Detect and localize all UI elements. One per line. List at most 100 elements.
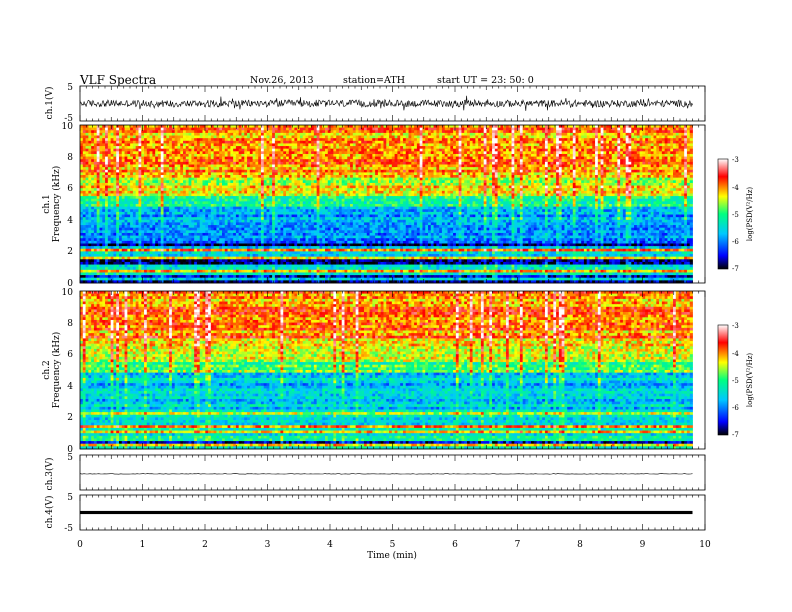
spectrogram-cell [302, 143, 306, 147]
spectrogram-cell [428, 132, 432, 136]
spectrogram-cell [166, 175, 170, 179]
spectrogram-cell [244, 180, 248, 184]
spectrogram-cell [514, 125, 518, 129]
spectrogram-cell [480, 138, 485, 142]
spectrogram-cell [661, 169, 666, 173]
spectrogram-cell [199, 135, 203, 139]
spectrogram-cell [586, 125, 590, 129]
spectrogram-cell [196, 156, 201, 160]
spectrogram-cell [302, 159, 306, 163]
spectrogram-cell [561, 164, 565, 168]
spectrogram-cell [107, 169, 112, 173]
spectrogram-cell [634, 164, 638, 168]
spectrogram-cell [444, 175, 448, 179]
spectrogram-cell [327, 167, 331, 171]
spectrogram-cell [149, 135, 153, 139]
spectrogram-cell [684, 156, 688, 160]
spectrogram-cell [686, 130, 691, 134]
spectrogram-cell [478, 159, 482, 163]
spectrogram-cell [358, 164, 362, 168]
spectrogram-cell [196, 172, 201, 176]
spectrogram-cell [327, 161, 331, 165]
spectrogram-cell [622, 167, 627, 171]
spectrogram-cell [436, 125, 440, 129]
spectrogram-cell [216, 130, 220, 134]
spectrogram-cell [238, 140, 242, 144]
spectrogram-cell [124, 169, 128, 173]
spectrogram-cell [124, 143, 128, 147]
spectrogram-cell [202, 161, 206, 165]
spectrogram-cell [247, 172, 251, 176]
spectrogram-cell [350, 177, 354, 181]
spectrogram-cell [608, 172, 613, 176]
spectrogram-cell [224, 156, 228, 160]
spectrogram-cell [361, 138, 365, 142]
spectrogram-cell [659, 148, 663, 152]
spectrogram-cell [252, 151, 256, 155]
spectrogram-cell [313, 159, 318, 163]
spectrogram-cell [127, 140, 131, 144]
spectrogram-cell [634, 146, 638, 150]
spectrogram-cell [238, 177, 242, 181]
spectrogram-cell [656, 138, 660, 142]
spectrogram-cell [675, 127, 679, 131]
spectrogram-cell [564, 167, 568, 171]
spectrogram-cell [210, 138, 215, 142]
spectrogram-cell [144, 138, 148, 142]
spectrogram-cell [411, 175, 415, 179]
spectrogram-cell [185, 177, 189, 181]
spectrogram-cell [235, 127, 240, 131]
spectrogram-cell [183, 135, 187, 139]
spectrogram-cell [611, 146, 615, 150]
spectrogram-cell [238, 132, 242, 136]
spectrogram-cell [667, 153, 671, 157]
spectrogram-cell [628, 132, 632, 136]
spectrogram-cell [500, 167, 504, 171]
spectrogram-cell [542, 161, 546, 165]
spectrogram-cell [205, 146, 209, 150]
spectrogram-cell [553, 148, 557, 152]
spectrogram-cell [416, 135, 421, 139]
spectrogram-cell [272, 175, 276, 179]
spectrogram-cell [597, 153, 602, 157]
spectrogram-cell [386, 138, 390, 142]
spectrogram-cell [455, 172, 460, 176]
spectrogram-cell [366, 159, 370, 163]
spectrogram-cell [358, 138, 362, 142]
spectrogram-cell [252, 125, 256, 129]
spectrogram-cell [191, 177, 195, 181]
spectrogram-cell [508, 127, 512, 131]
spectrogram-cell [144, 135, 148, 139]
spectrogram-cell [258, 127, 262, 131]
spectrogram-cell [681, 132, 685, 136]
spectrogram-cell [325, 135, 329, 139]
spectrogram-cell [519, 127, 524, 131]
spectrogram-cell [157, 172, 162, 176]
spectrogram-cell [475, 172, 479, 176]
spectrogram-cell [511, 148, 515, 152]
spectrogram-cell [375, 132, 379, 136]
spectrogram-cell [453, 167, 457, 171]
spectrogram-cell [631, 151, 635, 155]
spectrogram-cell [130, 175, 134, 179]
spectrogram-cell [589, 161, 593, 165]
spectrogram-cell [405, 151, 409, 155]
spectrogram-cell [414, 156, 418, 160]
spectrogram-cell [196, 146, 201, 150]
spectrogram-cell [88, 153, 92, 157]
spectrogram-cell [425, 151, 429, 155]
spectrogram-cell [600, 130, 604, 134]
spectrogram-cell [135, 175, 139, 179]
spectrogram-cell [80, 153, 84, 157]
spectrogram-cell [224, 138, 228, 142]
spectrogram-cell [553, 164, 557, 168]
spectrogram-cell [213, 159, 217, 163]
spectrogram-cell [171, 153, 176, 157]
spectrogram-cell [233, 146, 237, 150]
spectrogram-cell [132, 140, 137, 144]
spectrogram-cell [492, 148, 496, 152]
spectrogram-cell [297, 164, 301, 168]
spectrogram-cell [450, 125, 454, 129]
spectrogram-cell [210, 143, 215, 147]
spectrogram-cell [458, 140, 462, 144]
